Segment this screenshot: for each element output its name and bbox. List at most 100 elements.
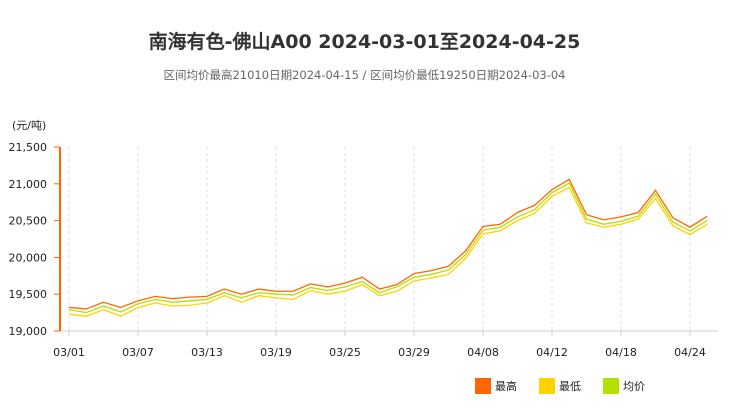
data-point xyxy=(257,291,260,294)
data-point xyxy=(551,195,554,198)
legend-label: 最高 xyxy=(495,380,517,393)
data-point xyxy=(499,226,502,229)
data-point xyxy=(154,302,157,305)
y-tick-label: 19,500 xyxy=(9,288,48,301)
data-point xyxy=(602,223,605,226)
legend-swatch xyxy=(603,378,619,394)
data-point xyxy=(706,215,709,218)
x-tick-label: 03/13 xyxy=(191,346,223,359)
x-tick-label: 03/19 xyxy=(260,346,292,359)
data-point xyxy=(361,283,364,286)
data-point xyxy=(413,276,416,279)
data-point xyxy=(240,296,243,299)
data-point xyxy=(413,272,416,275)
series-line-avg xyxy=(68,182,708,314)
x-tick-label: 04/08 xyxy=(467,346,499,359)
data-point xyxy=(309,286,312,289)
data-point xyxy=(188,304,191,307)
data-point xyxy=(85,311,88,314)
x-tick-label: 03/29 xyxy=(398,346,430,359)
data-point xyxy=(482,232,485,235)
data-point xyxy=(154,298,157,301)
data-point xyxy=(533,212,536,215)
y-tick-label: 21,500 xyxy=(9,141,48,154)
y-tick-label: 21,000 xyxy=(9,178,48,191)
data-point xyxy=(326,289,329,292)
data-point xyxy=(102,301,105,304)
data-point xyxy=(430,277,433,280)
data-point xyxy=(85,307,88,310)
data-point xyxy=(430,273,433,276)
data-point xyxy=(551,188,554,191)
data-point xyxy=(257,294,260,297)
data-point xyxy=(85,315,88,318)
data-point xyxy=(671,221,674,224)
data-point xyxy=(585,221,588,224)
data-point xyxy=(499,229,502,232)
data-point xyxy=(137,299,140,302)
data-point xyxy=(223,291,226,294)
data-point xyxy=(102,304,105,307)
data-point xyxy=(620,215,623,218)
data-point xyxy=(464,257,467,260)
data-point xyxy=(499,223,502,226)
legend-label: 最低 xyxy=(559,380,581,393)
data-point xyxy=(654,189,657,192)
legend-swatch xyxy=(475,378,491,394)
data-point xyxy=(119,315,122,318)
data-point xyxy=(671,224,674,227)
data-point xyxy=(206,302,209,305)
data-point xyxy=(620,223,623,226)
legend-item-low[interactable]: 最低 xyxy=(539,378,581,394)
data-point xyxy=(620,220,623,223)
chart-title: 南海有色-佛山A00 2024-03-01至2024-04-25 xyxy=(148,31,581,53)
data-point xyxy=(671,216,674,219)
data-point xyxy=(706,219,709,222)
x-tick-label: 03/01 xyxy=(53,346,85,359)
y-axis-label: (元/吨) xyxy=(12,119,47,132)
data-point xyxy=(171,297,174,300)
data-point xyxy=(395,285,398,288)
data-point xyxy=(654,197,657,200)
data-point xyxy=(585,218,588,221)
data-point xyxy=(430,269,433,272)
y-tick-label: 19,000 xyxy=(9,325,48,338)
data-point xyxy=(361,276,364,279)
data-point xyxy=(413,279,416,282)
data-point xyxy=(223,294,226,297)
data-point xyxy=(344,285,347,288)
data-point xyxy=(568,178,571,181)
data-point xyxy=(602,218,605,221)
data-point xyxy=(706,223,709,226)
data-point xyxy=(206,295,209,298)
data-point xyxy=(188,296,191,299)
data-point xyxy=(395,290,398,293)
data-point xyxy=(533,208,536,211)
data-point xyxy=(257,288,260,291)
data-point xyxy=(482,229,485,232)
legend-label: 均价 xyxy=(623,380,645,393)
data-point xyxy=(447,268,450,271)
data-point xyxy=(102,308,105,311)
data-point xyxy=(378,291,381,294)
data-point xyxy=(447,265,450,268)
data-point xyxy=(137,306,140,309)
data-point xyxy=(188,299,191,302)
data-point xyxy=(275,296,278,299)
data-point xyxy=(326,293,329,296)
data-point xyxy=(689,226,692,229)
data-point xyxy=(326,285,329,288)
data-point xyxy=(292,298,295,301)
data-point xyxy=(119,310,122,313)
data-point xyxy=(516,211,519,214)
data-point xyxy=(689,233,692,236)
data-point xyxy=(275,290,278,293)
legend-item-high[interactable]: 最高 xyxy=(475,378,517,394)
data-point xyxy=(551,191,554,194)
legend-item-avg[interactable]: 均价 xyxy=(603,378,645,394)
data-point xyxy=(447,273,450,276)
data-point xyxy=(516,215,519,218)
data-point xyxy=(137,302,140,305)
